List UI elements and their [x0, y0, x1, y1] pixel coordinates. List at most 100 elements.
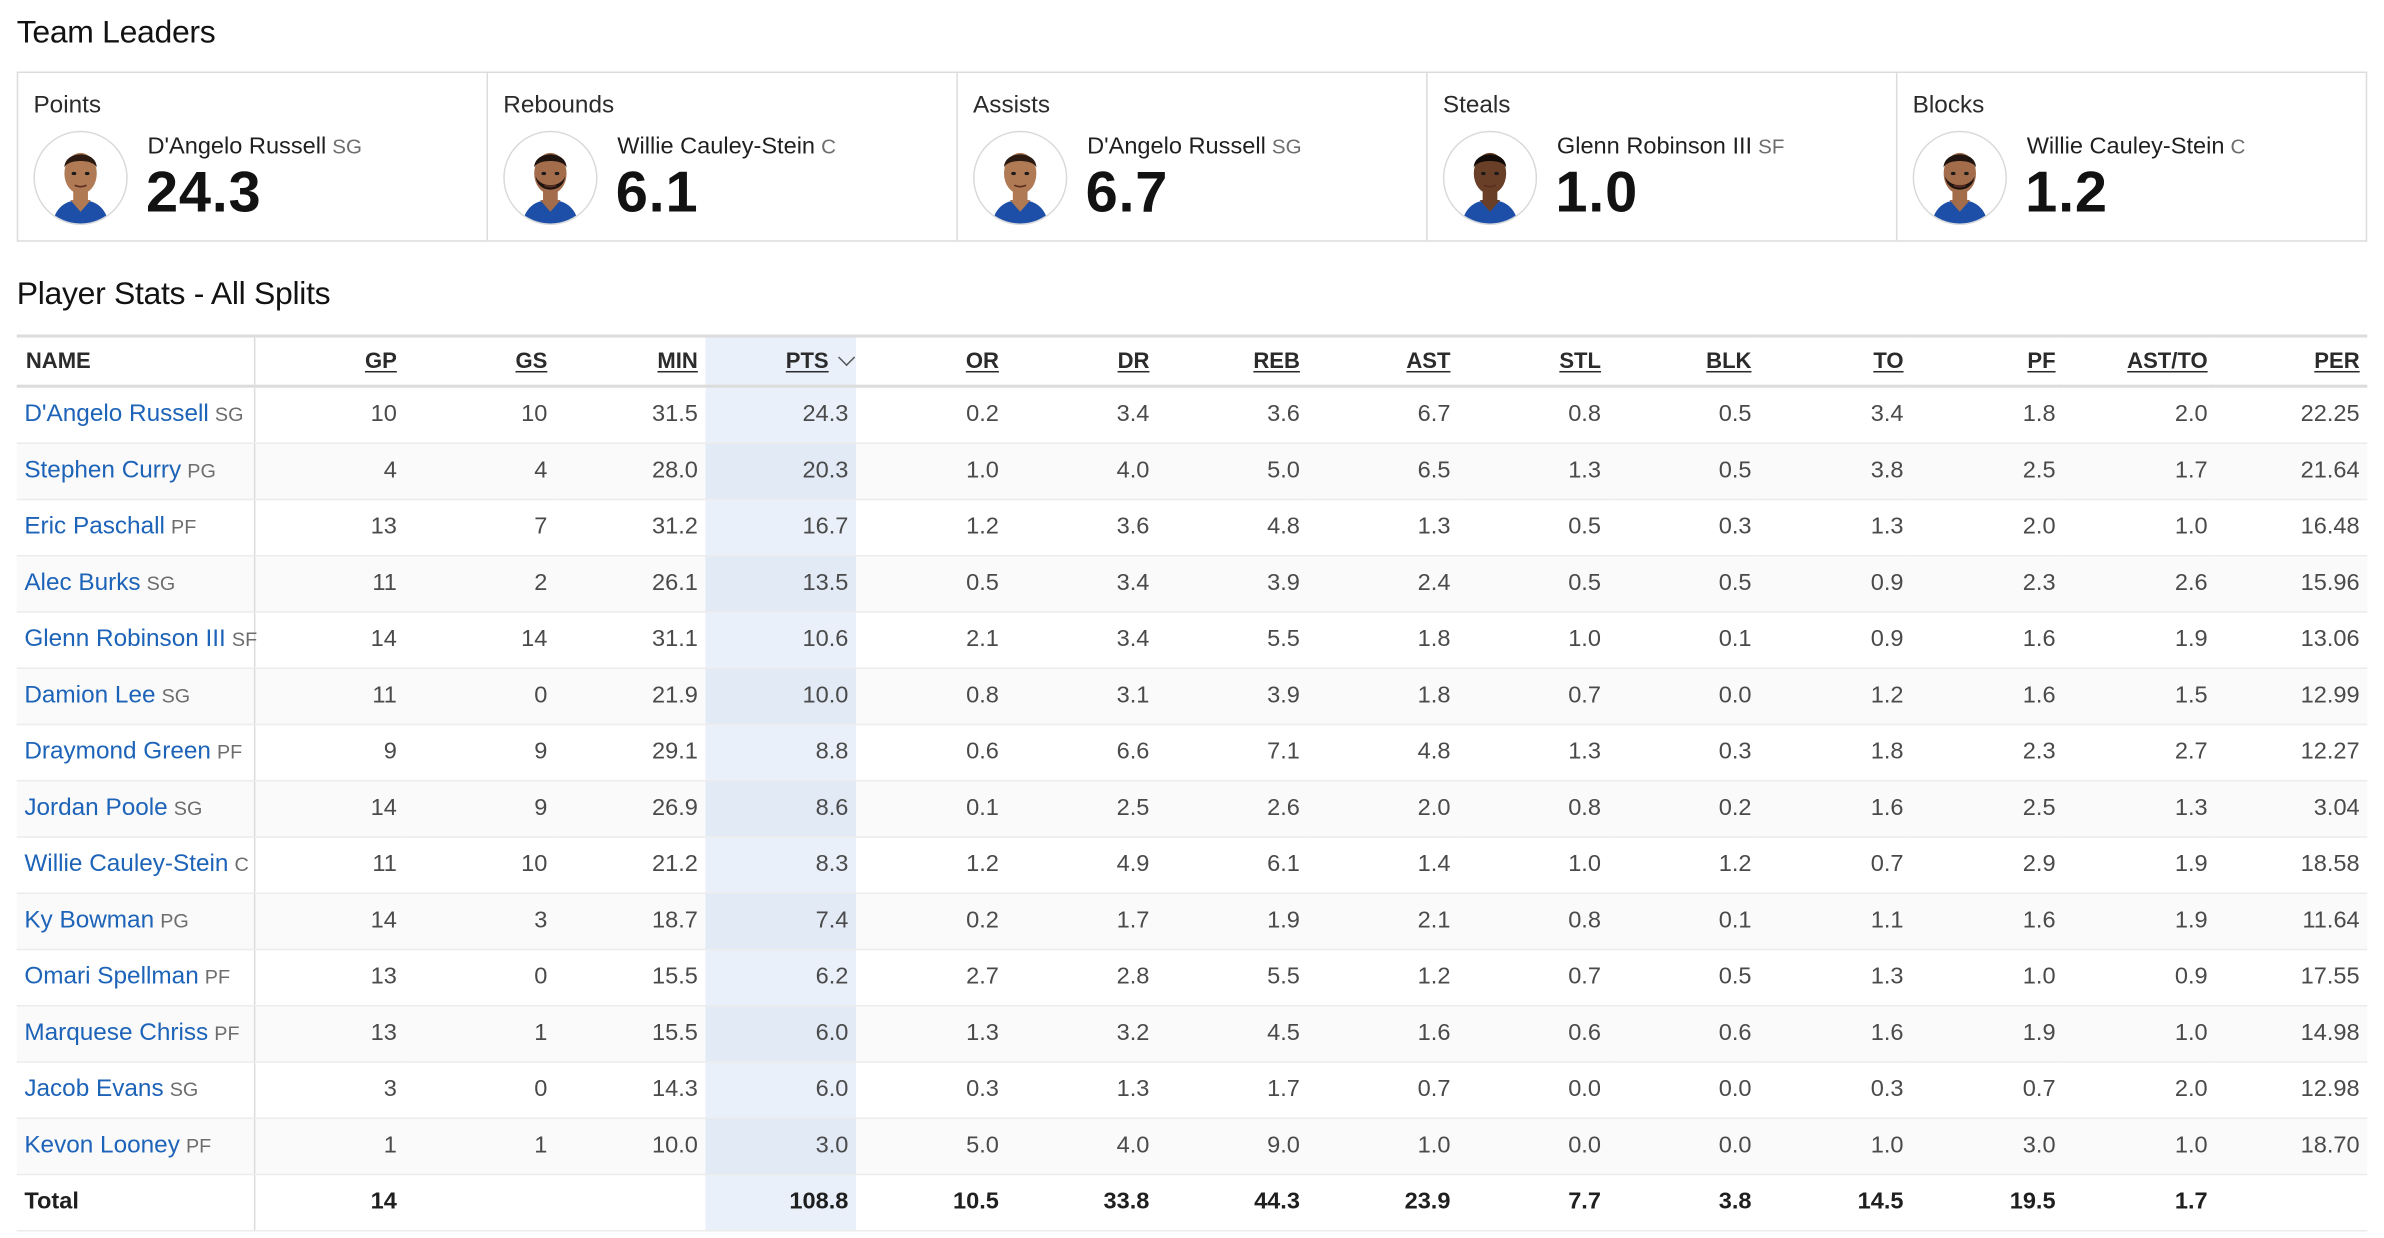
- table-row: Stephen Curry PG 4 4 28.0 20.3 1.0 4.0 5.0 6.5 1.3…: [16, 443, 2368, 501]
- stat-cell-to: 1.0: [1759, 1118, 1912, 1176]
- column-header-label[interactable]: PF: [2027, 348, 2056, 374]
- stat-cell-pts: 8.3: [705, 836, 856, 894]
- stat-cell-pf: 0.7: [1911, 1061, 2064, 1120]
- stat-cell-reb: 9.0: [1157, 1118, 1308, 1176]
- stat-cell-min: 15.5: [554, 1005, 706, 1063]
- column-header-blk[interactable]: BLK: [1608, 334, 1760, 388]
- column-header-label[interactable]: MIN: [657, 348, 698, 374]
- player-link[interactable]: Marquese Chriss: [24, 1020, 209, 1047]
- column-header-gp[interactable]: GP: [253, 334, 405, 388]
- player-link[interactable]: Damion Lee: [24, 682, 156, 709]
- stat-cell-dr: 3.6: [1006, 499, 1158, 557]
- stat-cell-per: 12.27: [2215, 724, 2368, 782]
- player-link[interactable]: Ky Bowman: [24, 907, 155, 934]
- stat-cell-min: 15.5: [554, 949, 706, 1007]
- leader-player-name-text[interactable]: Willie Cauley-Stein: [617, 133, 816, 160]
- column-header-label[interactable]: AST/TO: [2127, 348, 2208, 374]
- player-link[interactable]: D'Angelo Russell: [24, 401, 209, 428]
- player-link[interactable]: Jacob Evans: [24, 1076, 164, 1103]
- column-header-ast-to[interactable]: AST/TO: [2063, 334, 2216, 388]
- leader-player-name-text[interactable]: D'Angelo Russell: [1087, 133, 1266, 160]
- leader-card-blocks[interactable]: Blocks Willie Cauley-Stein C 1.2: [1897, 73, 2365, 240]
- dangelo-russell-headshot[interactable]: [33, 130, 128, 226]
- stat-cell-gs: 10: [404, 386, 555, 444]
- stat-cell-to: 0.9: [1759, 611, 1912, 669]
- leader-player-name[interactable]: Willie Cauley-Stein C: [2027, 134, 2246, 161]
- column-header-label[interactable]: GS: [515, 348, 548, 374]
- leader-card-assists[interactable]: Assists D'Angelo Russell SG 6.7: [958, 72, 1428, 241]
- stat-cell-gp: 4: [253, 443, 405, 501]
- player-link[interactable]: Willie Cauley-Stein: [24, 851, 229, 878]
- player-position: SG: [173, 796, 203, 820]
- column-header-reb[interactable]: REB: [1157, 334, 1308, 388]
- column-header-label[interactable]: AST: [1406, 348, 1451, 374]
- sort-desc-chevron-icon[interactable]: [838, 348, 856, 366]
- leader-card-points[interactable]: Points D'Angelo Russell SG 24.3: [18, 72, 489, 241]
- leader-card-rebounds[interactable]: Rebounds Willie Cauley-Stein C 6.1: [488, 72, 958, 241]
- stat-cell-to: 1.6: [1759, 1005, 1912, 1063]
- stat-cell-dr: 3.2: [1006, 1005, 1158, 1063]
- stat-cell-pf: 2.3: [1911, 724, 2064, 782]
- column-header-label[interactable]: PER: [2314, 348, 2360, 374]
- column-header-ast[interactable]: AST: [1307, 334, 1459, 388]
- player-name-cell: Jordan Poole SG: [16, 780, 255, 838]
- stat-cell-or: 2.7: [855, 949, 1007, 1007]
- column-header-label[interactable]: GP: [364, 348, 397, 374]
- column-header-stl[interactable]: STL: [1458, 334, 1609, 388]
- stat-cell-gs: 4: [404, 443, 555, 501]
- column-header-pts[interactable]: PTS: [705, 334, 856, 388]
- column-header-to[interactable]: TO: [1759, 334, 1912, 388]
- leader-card-steals[interactable]: Steals Glenn Robinson III SF 1.0: [1428, 72, 1898, 241]
- leader-player-name[interactable]: D'Angelo Russell SG: [1087, 134, 1301, 161]
- player-link[interactable]: Kevon Looney: [24, 1132, 180, 1159]
- player-name-cell: Eric Paschall PF: [16, 499, 255, 557]
- player-link[interactable]: Omari Spellman: [24, 963, 199, 990]
- column-header-label[interactable]: STL: [1559, 348, 1601, 374]
- player-link[interactable]: Alec Burks: [24, 570, 141, 596]
- column-header-min[interactable]: MIN: [554, 334, 706, 388]
- player-link[interactable]: Glenn Robinson III: [24, 626, 226, 653]
- column-header-label[interactable]: TO: [1873, 348, 1904, 374]
- leader-player-name[interactable]: Glenn Robinson III SF: [1557, 134, 1785, 161]
- stat-cell-gp: 14: [253, 780, 405, 838]
- stat-cell-reb: 6.1: [1157, 836, 1308, 894]
- willie-cauley-stein-headshot[interactable]: [503, 130, 598, 226]
- stat-cell-ast-to: 2.0: [2063, 1061, 2216, 1120]
- glenn-robinson-headshot[interactable]: [1442, 130, 1538, 226]
- column-header-label[interactable]: BLK: [1706, 348, 1752, 374]
- column-header-label[interactable]: PTS: [785, 348, 829, 374]
- player-link[interactable]: Eric Paschall: [24, 513, 165, 540]
- stat-cell-gp: 11: [253, 668, 405, 726]
- stat-cell-min: 31.5: [554, 386, 706, 444]
- column-header-label[interactable]: DR: [1117, 348, 1150, 374]
- leader-player-name-text[interactable]: Glenn Robinson III: [1556, 133, 1753, 160]
- column-header-label[interactable]: OR: [965, 348, 999, 374]
- dangelo-russell-headshot[interactable]: [973, 130, 1068, 226]
- player-link[interactable]: Stephen Curry: [24, 457, 182, 484]
- willie-cauley-stein-headshot[interactable]: [1912, 130, 2007, 226]
- player-name-cell: Alec Burks SG: [16, 555, 255, 613]
- leader-player-name-text[interactable]: Willie Cauley-Stein: [2026, 133, 2225, 160]
- stat-cell-min: 26.1: [554, 555, 706, 613]
- leader-player-name-text[interactable]: D'Angelo Russell: [147, 133, 327, 160]
- stat-cell-blk: 0.1: [1608, 893, 1760, 951]
- player-link[interactable]: Draymond Green: [24, 738, 211, 765]
- column-header-or[interactable]: OR: [855, 334, 1007, 388]
- leader-player-name[interactable]: Willie Cauley-Stein C: [617, 134, 836, 161]
- total-cell-to: 14.5: [1759, 1174, 1912, 1232]
- total-cell-blk: 3.8: [1608, 1174, 1760, 1232]
- column-header-label[interactable]: REB: [1253, 348, 1300, 374]
- player-link[interactable]: Jordan Poole: [24, 795, 168, 822]
- column-header-dr[interactable]: DR: [1006, 334, 1158, 388]
- stat-cell-stl: 0.0: [1458, 1061, 1609, 1120]
- column-header-pf[interactable]: PF: [1911, 334, 2064, 388]
- stat-cell-pf: 2.5: [1911, 443, 2064, 501]
- column-header-per[interactable]: PER: [2215, 334, 2368, 388]
- leader-player-name[interactable]: D'Angelo Russell SG: [147, 134, 361, 161]
- stat-cell-to: 3.8: [1759, 443, 1912, 501]
- column-header-gs[interactable]: GS: [404, 334, 555, 388]
- stat-cell-min: 10.0: [554, 1118, 706, 1176]
- stat-cell-ast: 0.7: [1307, 1061, 1459, 1120]
- player-position: PG: [160, 909, 189, 933]
- stat-cell-to: 1.1: [1759, 893, 1912, 951]
